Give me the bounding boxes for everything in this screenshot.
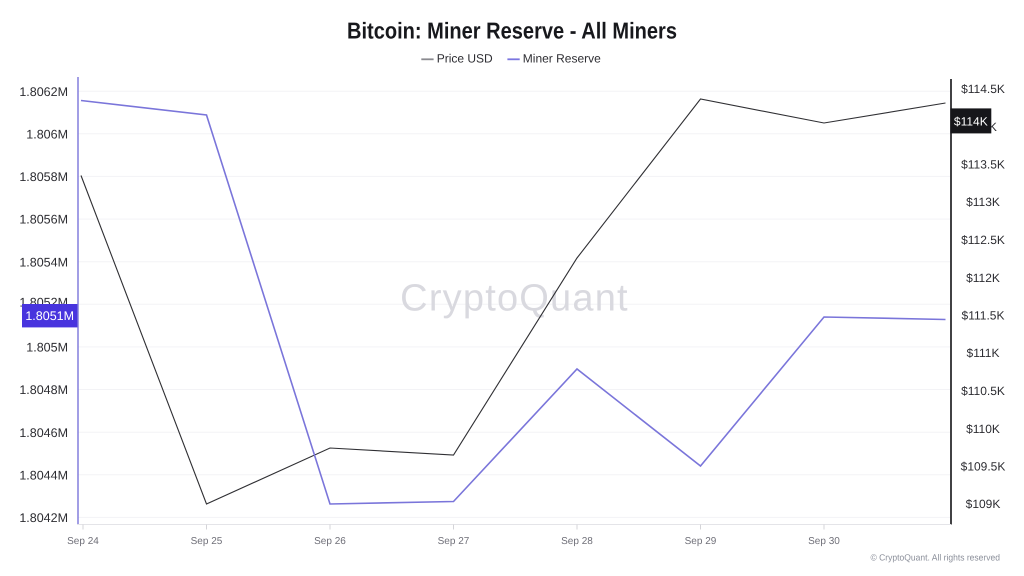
svg-text:$110K: $110K (966, 422, 1000, 436)
svg-text:$111K: $111K (967, 346, 1000, 360)
svg-text:$112.5K: $112.5K (961, 233, 1005, 247)
svg-text:© CryptoQuant. All rights rese: © CryptoQuant. All rights reserved (871, 553, 1001, 563)
svg-text:Miner Reserve: Miner Reserve (523, 51, 601, 65)
svg-text:Sep 28: Sep 28 (561, 536, 593, 547)
svg-text:Price USD: Price USD (437, 51, 493, 65)
svg-text:1.806M: 1.806M (26, 127, 68, 141)
svg-text:$113K: $113K (966, 195, 1000, 209)
svg-text:1.805M: 1.805M (26, 341, 68, 355)
svg-text:Sep 24: Sep 24 (67, 536, 99, 547)
svg-text:$109.5K: $109.5K (961, 460, 1006, 474)
svg-text:Sep 30: Sep 30 (808, 536, 840, 547)
svg-text:1.8062M: 1.8062M (19, 85, 68, 99)
svg-text:$113.5K: $113.5K (961, 158, 1005, 172)
svg-text:Bitcoin: Miner Reserve - All M: Bitcoin: Miner Reserve - All Miners (347, 17, 677, 43)
svg-text:Sep 29: Sep 29 (685, 536, 717, 547)
svg-text:1.8042M: 1.8042M (19, 511, 68, 525)
svg-text:1.8056M: 1.8056M (19, 213, 68, 227)
svg-text:CryptoQuant: CryptoQuant (400, 278, 629, 320)
svg-text:$110.5K: $110.5K (961, 384, 1005, 398)
svg-text:$112K: $112K (966, 271, 1000, 285)
svg-text:$111.5K: $111.5K (962, 309, 1005, 323)
svg-text:$114.5K: $114.5K (961, 82, 1005, 96)
svg-text:1.8058M: 1.8058M (19, 170, 68, 184)
svg-text:1.8051M: 1.8051M (25, 309, 74, 323)
svg-text:$114K: $114K (954, 114, 988, 128)
svg-text:1.8046M: 1.8046M (19, 426, 68, 440)
svg-text:$109K: $109K (966, 497, 1001, 511)
svg-text:1.8044M: 1.8044M (19, 468, 68, 482)
svg-text:1.8054M: 1.8054M (19, 255, 68, 269)
svg-text:Sep 25: Sep 25 (191, 536, 223, 547)
svg-text:1.8048M: 1.8048M (19, 383, 68, 397)
svg-text:Sep 27: Sep 27 (438, 536, 470, 547)
svg-text:Sep 26: Sep 26 (314, 536, 346, 547)
